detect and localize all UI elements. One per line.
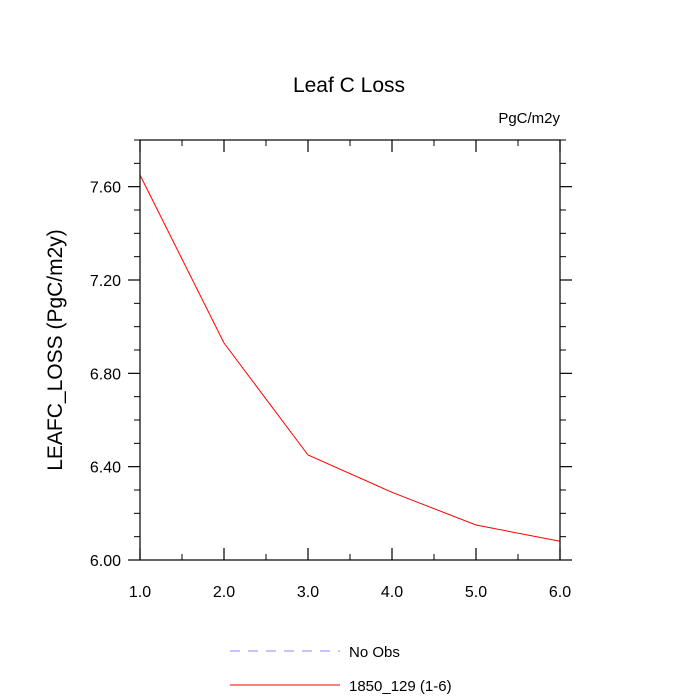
y-tick-label: 7.20 [90,273,121,290]
legend-label-1: 1850_129 (1-6) [349,678,452,695]
x-tick-label: 6.0 [549,584,571,601]
y-tick-label: 6.40 [90,460,121,477]
y-tick-label: 6.00 [90,553,121,570]
x-tick-label: 2.0 [213,584,235,601]
chart-title: Leaf C Loss [293,74,405,97]
series-line-0 [139,174,561,542]
plot-frame [139,139,561,561]
y-axis-label: LEAFC_LOSS (PgC/m2y) [44,229,67,471]
y-tick-label: 6.80 [90,366,121,383]
x-tick-label: 3.0 [297,584,319,601]
legend-label-0: No Obs [349,644,400,661]
x-tick-label: 4.0 [381,584,403,601]
units-label: PgC/m2y [498,110,560,127]
x-tick-label: 5.0 [465,584,487,601]
x-tick-label: 1.0 [129,584,151,601]
y-tick-label: 7.60 [90,180,121,197]
